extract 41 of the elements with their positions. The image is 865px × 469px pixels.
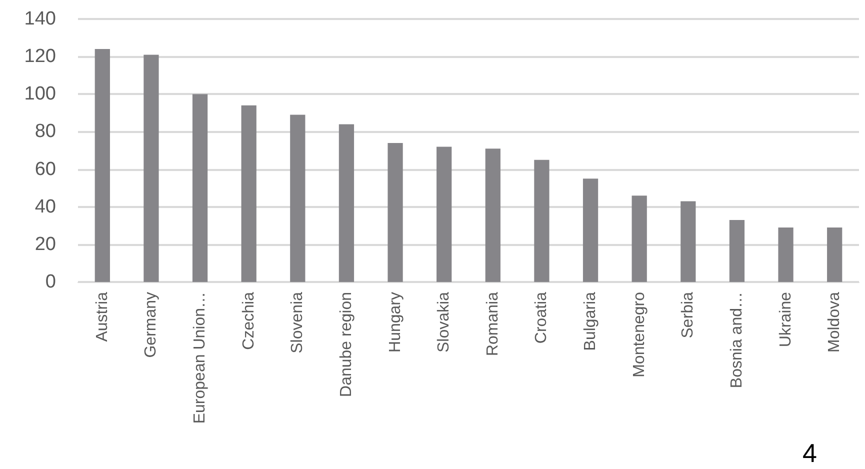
bar: [436, 146, 452, 282]
x-tick-label: Romania: [484, 292, 502, 356]
x-tick-label: Bosnia and…: [728, 292, 746, 388]
x-tick-label: Montenegro: [630, 292, 648, 378]
y-tick-label: 20: [34, 234, 56, 255]
x-tick-label: European Union…: [192, 292, 209, 424]
y-tick-label: 120: [24, 46, 56, 68]
bar: [632, 196, 647, 282]
bar: [582, 178, 598, 282]
x-tick-label: Croatia: [533, 292, 550, 344]
x-tick-label: Serbia: [680, 292, 697, 338]
x-tick-label: Czechia: [240, 292, 258, 350]
bar: [388, 142, 403, 282]
x-tick-label: Bulgaria: [582, 292, 600, 351]
y-tick-label: 60: [34, 158, 56, 180]
text: 4: [802, 438, 817, 469]
x-tick-label: Germany: [142, 292, 160, 358]
bar: [729, 220, 745, 282]
y-tick-label: 0: [45, 272, 56, 292]
bar: [192, 94, 208, 282]
bar: [338, 124, 354, 282]
x-tick-label: Danube region: [338, 292, 355, 397]
bar: [290, 114, 306, 282]
y-tick-label: 140: [24, 8, 56, 30]
bar: [778, 228, 794, 282]
x-tick-label: Slovenia: [289, 292, 306, 354]
x-tick-label: Ukraine: [777, 292, 794, 348]
bar: [144, 54, 159, 282]
y-tick-label: 80: [34, 121, 56, 142]
bar: [827, 228, 842, 282]
y-tick-label: 40: [34, 196, 56, 218]
bar: [534, 160, 550, 282]
y-tick-label: 100: [24, 84, 56, 105]
bar: [680, 201, 696, 282]
bar: [485, 148, 500, 282]
x-tick-label: Hungary: [386, 292, 404, 352]
x-tick-label: Moldova: [826, 292, 844, 352]
x-tick-label: Slovakia: [436, 292, 453, 352]
bar: [94, 49, 110, 282]
bar: [241, 105, 256, 282]
x-tick-label: Austria: [94, 292, 111, 342]
